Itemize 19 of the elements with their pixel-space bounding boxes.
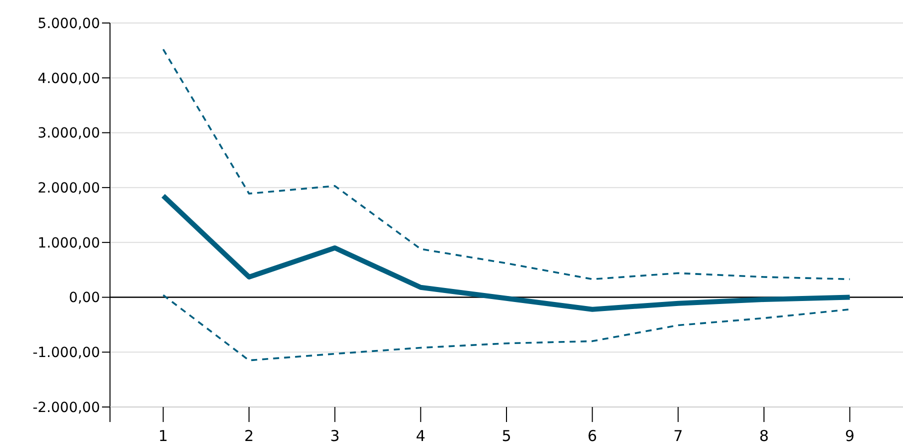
y-tick-label: 4.000,00 — [38, 70, 100, 87]
line-series — [162, 48, 851, 280]
x-tick-label: 2 — [244, 427, 254, 445]
x-tick-label: 5 — [502, 427, 512, 445]
x-tick-label: 6 — [588, 427, 598, 445]
y-tick-label: 0,00 — [68, 290, 100, 306]
y-tick-label: 2.000,00 — [38, 180, 100, 196]
y-tick-label: -1.000,00 — [32, 345, 100, 362]
x-tick-label: 7 — [673, 427, 683, 445]
line-series — [162, 294, 851, 362]
x-tick-label: 9 — [845, 427, 855, 445]
y-tick-label: 5.000,00 — [38, 16, 100, 32]
y-tick-label: 3.000,00 — [38, 126, 100, 142]
x-tick-label: 8 — [759, 427, 769, 445]
y-tick-label: 1.000,00 — [38, 235, 100, 252]
x-tick-label: 4 — [416, 427, 426, 445]
x-tick-label: 1 — [158, 427, 168, 445]
y-tick-label: -2.000,00 — [32, 400, 100, 416]
x-tick-label: 3 — [330, 427, 340, 445]
